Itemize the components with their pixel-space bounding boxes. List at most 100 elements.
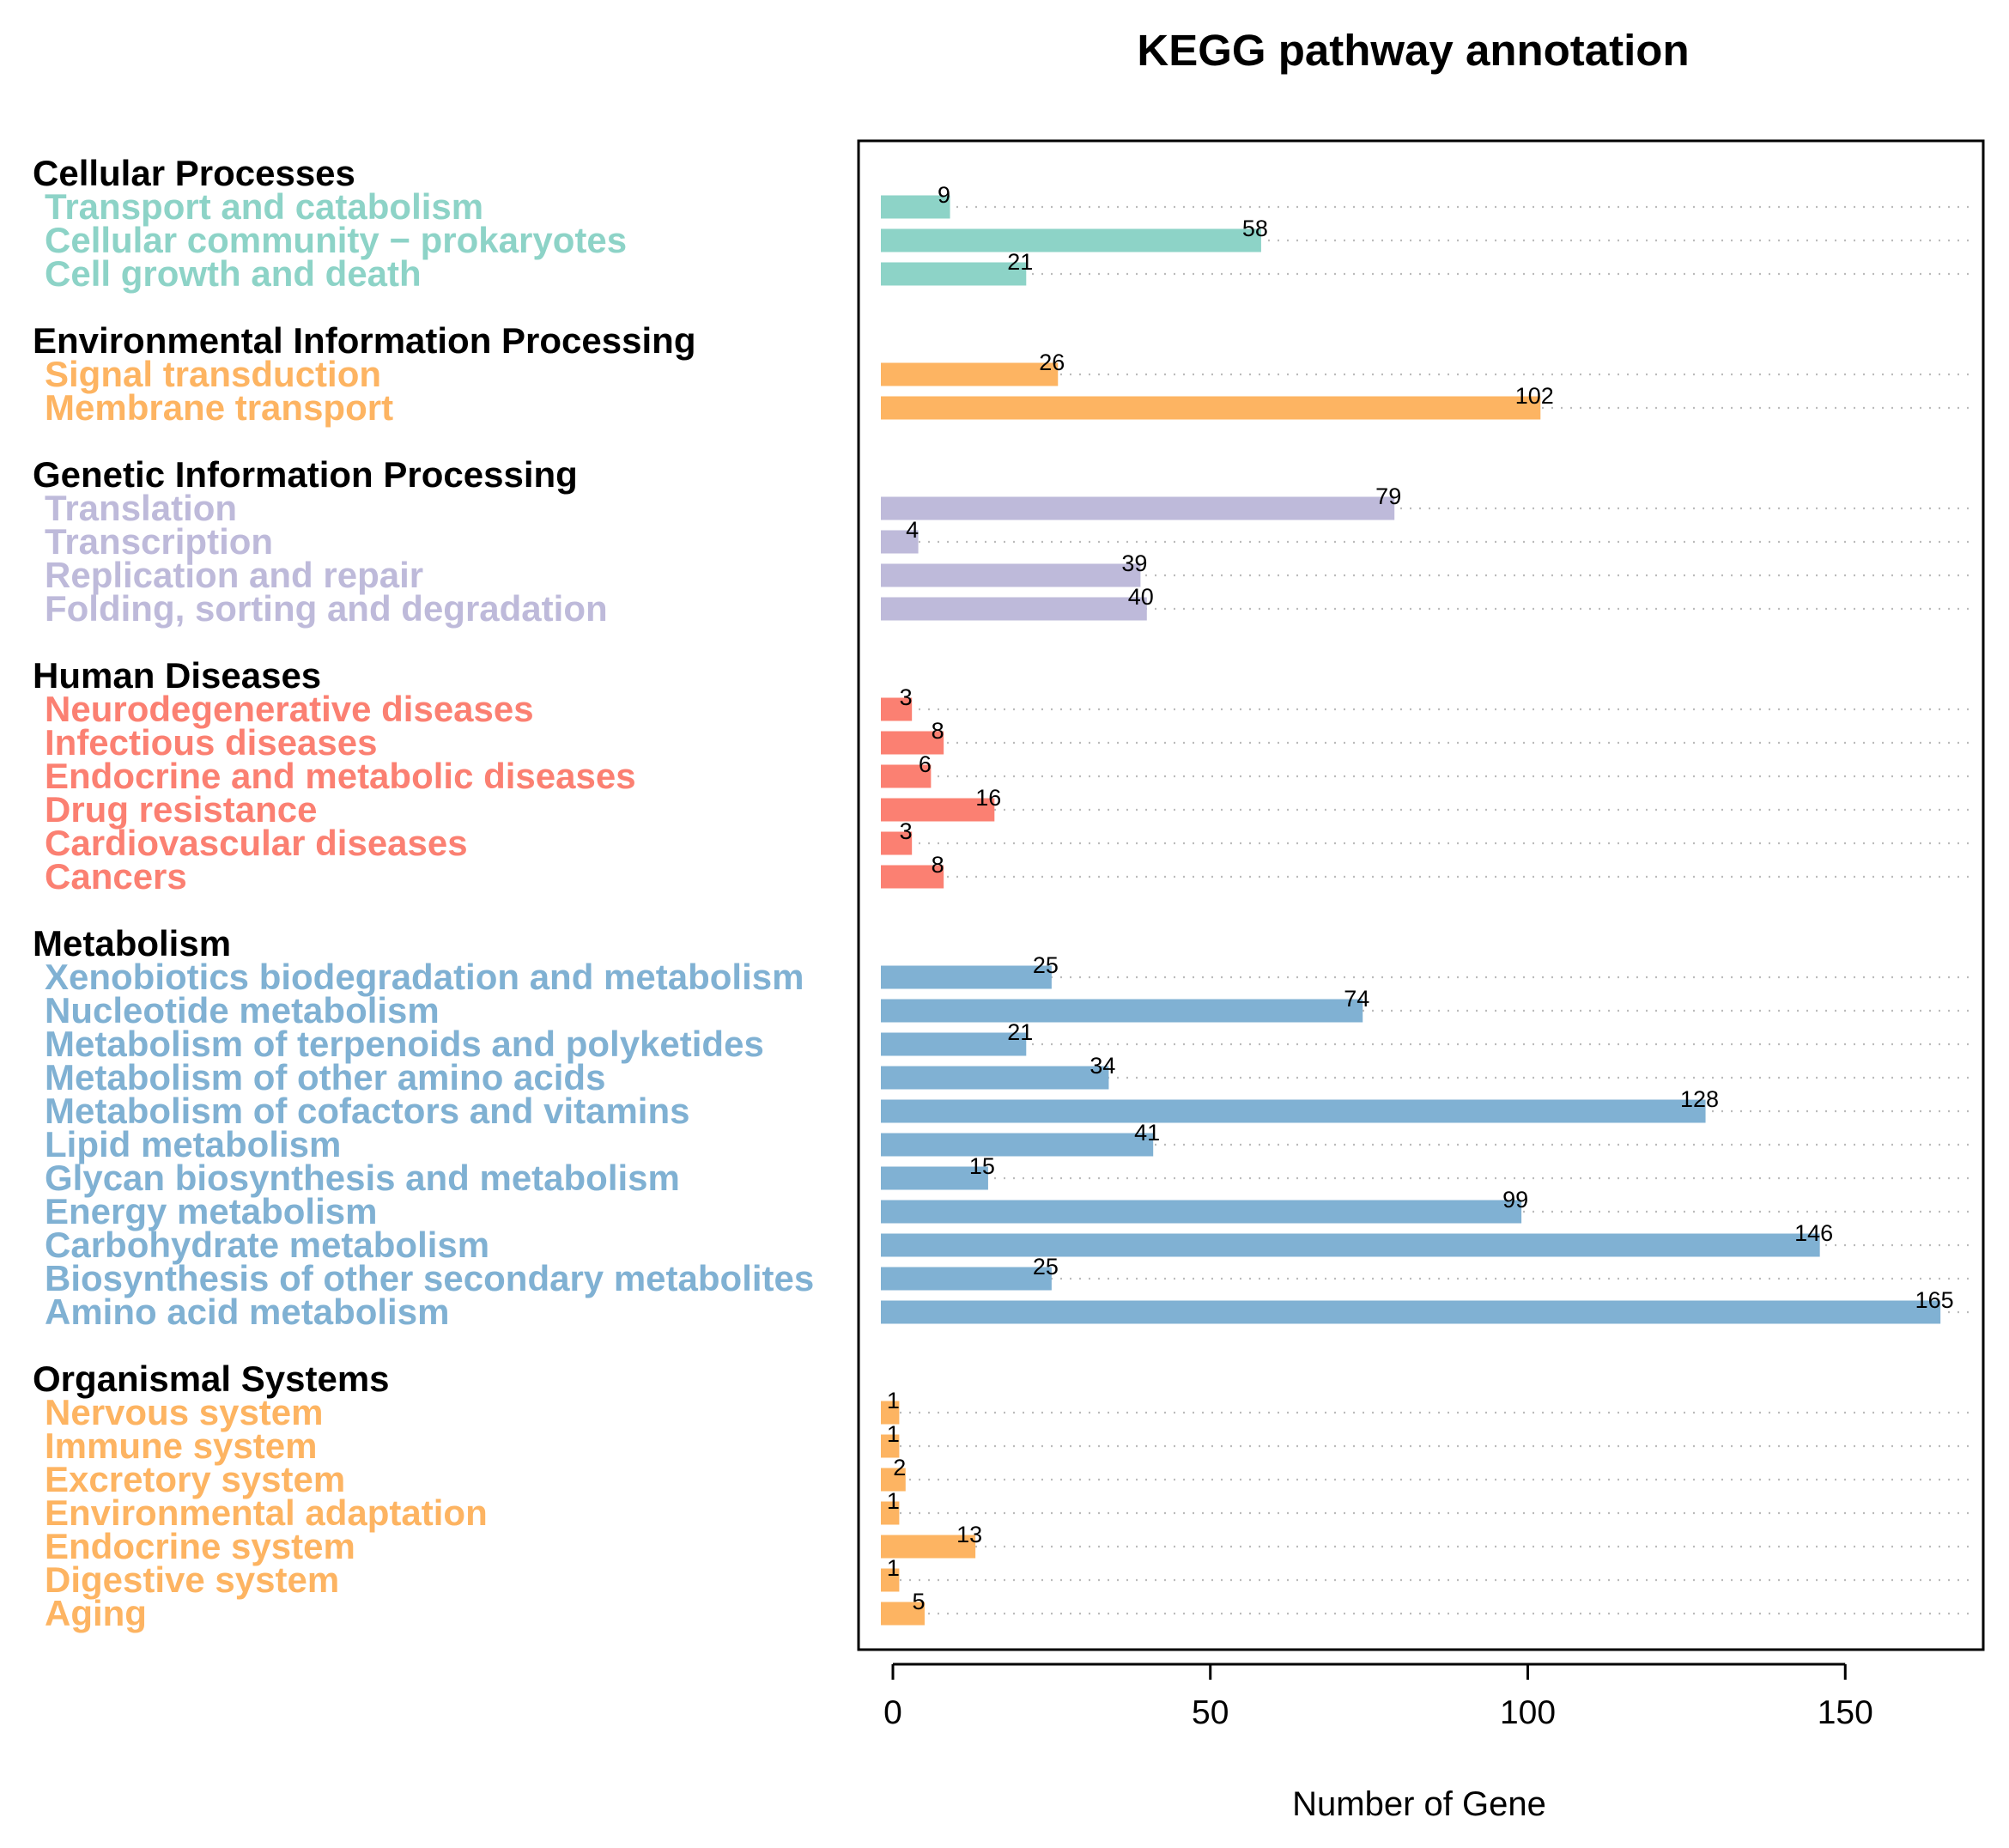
category-label-membrane-transport: Membrane transport	[45, 387, 393, 428]
value-label-transport-and-catabolism: 9	[938, 182, 950, 208]
bar-folding-sorting-and-degradation	[881, 597, 1147, 621]
value-label-carbohydrate-metabolism: 146	[1794, 1220, 1833, 1246]
category-label-infectious-diseases: Infectious diseases	[45, 722, 378, 763]
chart-title: KEGG pathway annotation	[1137, 26, 1689, 75]
value-label-aging: 5	[912, 1589, 925, 1614]
category-label-transport-and-catabolism: Transport and catabolism	[45, 186, 483, 227]
bar-cellular-community-prokaryotes	[881, 228, 1261, 252]
group-label-cellular-processes: Cellular Processes	[33, 153, 355, 193]
category-label-metabolism-of-cofactors-and-vitamins: Metabolism of cofactors and vitamins	[45, 1091, 690, 1131]
bar-translation	[881, 496, 1395, 520]
value-label-replication-and-repair: 39	[1121, 550, 1147, 576]
value-label-cellular-community-prokaryotes: 58	[1242, 216, 1268, 241]
category-label-cell-growth-and-death: Cell growth and death	[45, 253, 422, 294]
bar-amino-acid-metabolism	[881, 1300, 1941, 1324]
value-label-xenobiotics-biodegradation-and-metabolism: 25	[1033, 952, 1059, 978]
value-label-endocrine-and-metabolic-diseases: 6	[919, 751, 932, 777]
value-label-nervous-system: 1	[887, 1388, 900, 1413]
bars	[881, 195, 1941, 1626]
value-label-metabolism-of-cofactors-and-vitamins: 128	[1680, 1086, 1719, 1112]
value-label-digestive-system: 1	[887, 1555, 900, 1581]
value-label-drug-resistance: 16	[975, 785, 1001, 811]
x-axis: 0 50 100 150	[883, 1663, 1873, 1731]
x-tick-label: 150	[1818, 1694, 1873, 1731]
value-label-nucleotide-metabolism: 74	[1344, 986, 1369, 1012]
category-label-cancers: Cancers	[45, 856, 187, 897]
category-label-biosynthesis-of-other-secondary-metabolites: Biosynthesis of other secondary metaboli…	[45, 1258, 814, 1298]
bar-neurodegenerative-diseases	[881, 697, 913, 721]
value-label-neurodegenerative-diseases: 3	[900, 684, 913, 710]
category-label-immune-system: Immune system	[45, 1426, 317, 1466]
bar-excretory-system	[881, 1468, 906, 1492]
category-label-lipid-metabolism: Lipid metabolism	[45, 1124, 341, 1164]
category-label-digestive-system: Digestive system	[45, 1559, 339, 1600]
bar-environmental-adaptation	[881, 1501, 900, 1525]
value-label-cell-growth-and-death: 21	[1007, 249, 1033, 275]
category-label-energy-metabolism: Energy metabolism	[45, 1191, 377, 1231]
bar-lipid-metabolism	[881, 1133, 1154, 1157]
category-label-transcription: Transcription	[45, 521, 273, 562]
value-label-translation: 79	[1375, 483, 1401, 509]
category-label-signal-transduction: Signal transduction	[45, 354, 381, 394]
bar-digestive-system	[881, 1568, 900, 1592]
bar-glycan-biosynthesis-and-metabolism	[881, 1166, 988, 1190]
category-label-xenobiotics-biodegradation-and-metabolism: Xenobiotics biodegradation and metabolis…	[45, 957, 804, 997]
value-label-membrane-transport: 102	[1515, 383, 1554, 409]
value-label-cancers: 8	[932, 852, 944, 878]
bar-nervous-system	[881, 1401, 900, 1425]
bar-replication-and-repair	[881, 563, 1141, 587]
category-label-excretory-system: Excretory system	[45, 1459, 345, 1499]
category-label-translation: Translation	[45, 488, 237, 528]
category-label-replication-and-repair: Replication and repair	[45, 555, 423, 595]
category-label-nervous-system: Nervous system	[45, 1392, 324, 1432]
category-label-drug-resistance: Drug resistance	[45, 789, 317, 830]
bar-metabolism-of-other-amino-acids	[881, 1066, 1109, 1090]
bar-cell-growth-and-death	[881, 262, 1027, 286]
x-axis-title: Number of Gene	[1292, 1785, 1546, 1823]
bar-signal-transduction	[881, 362, 1059, 386]
group-label-genetic-information-processing: Genetic Information Processing	[33, 454, 578, 495]
value-labels: 9582126102794394038616382574213412841159…	[887, 182, 1954, 1614]
value-label-biosynthesis-of-other-secondary-metabolites: 25	[1033, 1254, 1059, 1280]
category-label-folding-sorting-and-degradation: Folding, sorting and degradation	[45, 588, 608, 629]
value-label-energy-metabolism: 99	[1502, 1187, 1528, 1213]
bar-drug-resistance	[881, 798, 995, 822]
value-label-infectious-diseases: 8	[932, 718, 944, 744]
value-label-amino-acid-metabolism: 165	[1915, 1287, 1954, 1313]
category-label-glycan-biosynthesis-and-metabolism: Glycan biosynthesis and metabolism	[45, 1158, 680, 1198]
bar-endocrine-system	[881, 1535, 976, 1559]
bar-cancers	[881, 865, 944, 889]
value-label-cardiovascular-diseases: 3	[900, 818, 913, 844]
category-label-neurodegenerative-diseases: Neurodegenerative diseases	[45, 689, 534, 729]
value-label-metabolism-of-terpenoids-and-polyketides: 21	[1007, 1019, 1033, 1045]
bar-carbohydrate-metabolism	[881, 1233, 1820, 1257]
category-label-cardiovascular-diseases: Cardiovascular diseases	[45, 823, 468, 863]
bar-metabolism-of-terpenoids-and-polyketides	[881, 1032, 1027, 1056]
bar-transcription	[881, 530, 919, 554]
bar-cardiovascular-diseases	[881, 831, 913, 855]
category-label-carbohydrate-metabolism: Carbohydrate metabolism	[45, 1225, 489, 1265]
category-label-nucleotide-metabolism: Nucleotide metabolism	[45, 990, 440, 1030]
plot-frame	[857, 139, 1985, 1651]
category-label-endocrine-system: Endocrine system	[45, 1526, 355, 1566]
bar-infectious-diseases	[881, 731, 944, 755]
bar-metabolism-of-cofactors-and-vitamins	[881, 1099, 1706, 1123]
value-label-glycan-biosynthesis-and-metabolism: 15	[969, 1153, 995, 1179]
x-tick-label: 50	[1192, 1694, 1229, 1731]
category-label-aging: Aging	[45, 1593, 147, 1633]
category-label-metabolism-of-terpenoids-and-polyketides: Metabolism of terpenoids and polyketides	[45, 1024, 764, 1064]
value-label-transcription: 4	[906, 517, 919, 543]
group-label-metabolism: Metabolism	[33, 923, 231, 964]
value-label-environmental-adaptation: 1	[887, 1488, 900, 1514]
category-label-metabolism-of-other-amino-acids: Metabolism of other amino acids	[45, 1057, 605, 1097]
bar-biosynthesis-of-other-secondary-metabolites	[881, 1267, 1052, 1291]
category-label-cellular-community-prokaryotes: Cellular community − prokaryotes	[45, 220, 627, 260]
group-label-human-diseases: Human Diseases	[33, 655, 321, 696]
x-tick-label: 0	[883, 1694, 902, 1731]
value-label-metabolism-of-other-amino-acids: 34	[1089, 1053, 1115, 1079]
value-label-immune-system: 1	[887, 1421, 900, 1447]
bar-aging	[881, 1602, 925, 1626]
value-label-folding-sorting-and-degradation: 40	[1128, 584, 1154, 610]
